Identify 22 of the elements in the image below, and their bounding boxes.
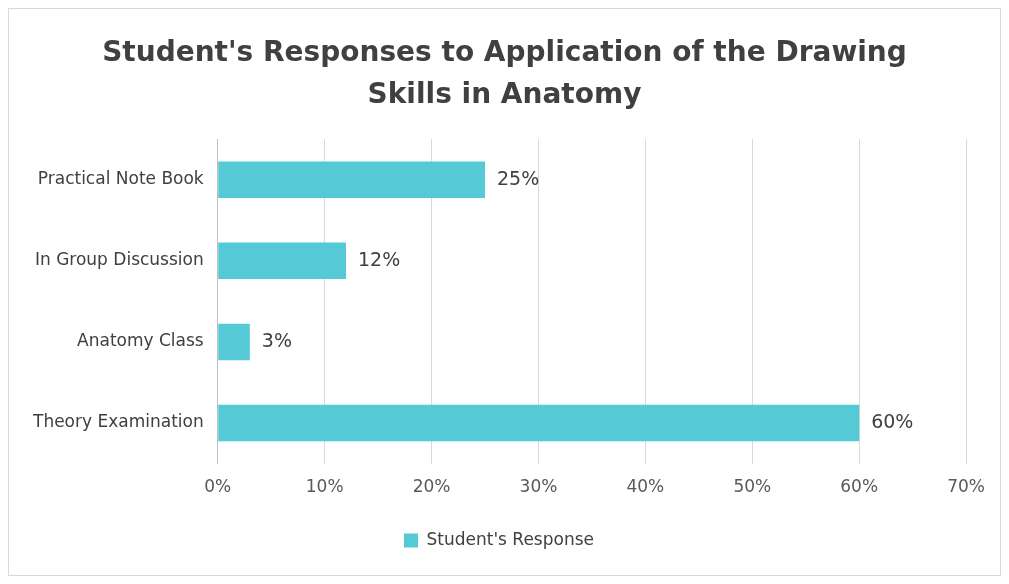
x-tick-label: 50% bbox=[733, 476, 772, 497]
x-tick-label: 10% bbox=[305, 476, 344, 497]
bar bbox=[218, 323, 250, 361]
data-label: 60% bbox=[871, 409, 914, 432]
y-tick-label: In Group Discussion bbox=[34, 249, 204, 270]
chart-title: Student's Responses to Application of the Drawing Skills in Anatomy bbox=[101, 34, 908, 112]
data-label: 12% bbox=[358, 247, 401, 270]
x-tick-label: 30% bbox=[519, 476, 558, 497]
x-tick-label: 20% bbox=[412, 476, 451, 497]
data-label: 25% bbox=[497, 166, 540, 189]
bar bbox=[218, 404, 860, 442]
legend-label: Student's Response bbox=[426, 528, 595, 549]
bar bbox=[218, 161, 486, 198]
bar bbox=[218, 242, 347, 280]
x-tick-label: 0% bbox=[204, 476, 232, 497]
x-tick-label: 40% bbox=[626, 476, 665, 497]
y-tick-label: Theory Examination bbox=[32, 411, 204, 432]
data-label: 3% bbox=[261, 328, 292, 351]
x-tick-label: 70% bbox=[947, 476, 986, 497]
x-tick-label: 60% bbox=[840, 476, 879, 497]
y-tick-label: Anatomy Class bbox=[77, 330, 204, 351]
y-tick-label: Practical Note Book bbox=[37, 168, 204, 189]
